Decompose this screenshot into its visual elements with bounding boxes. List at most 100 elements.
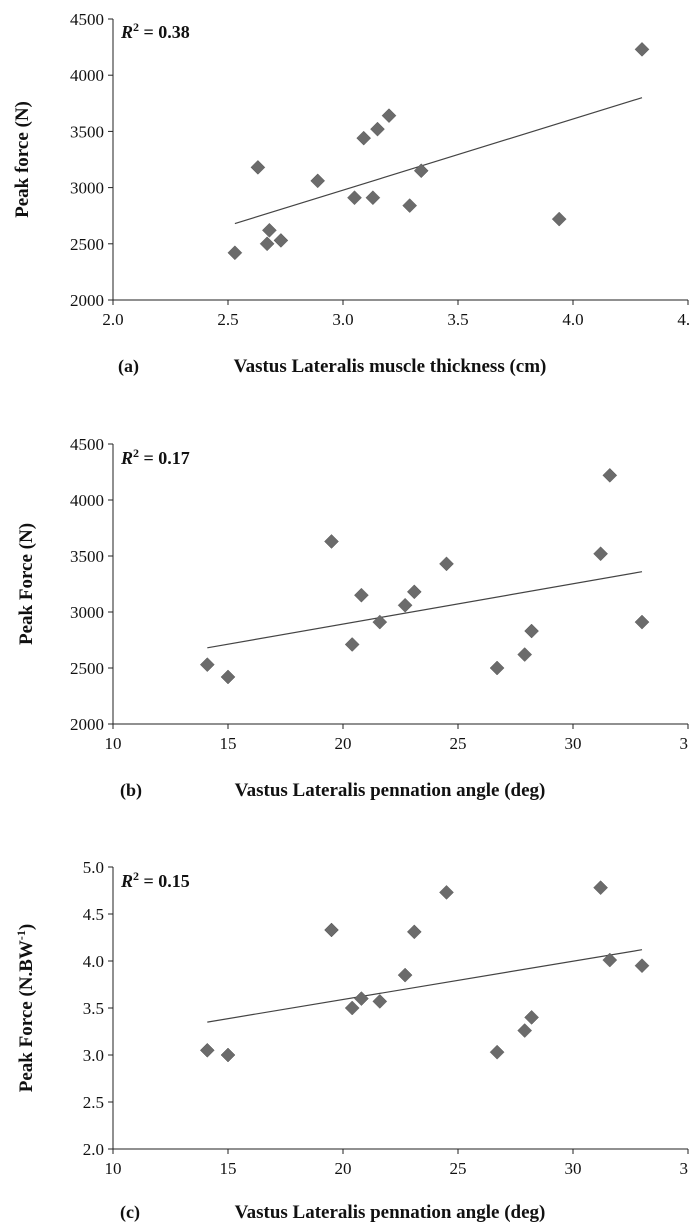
data-point: [524, 1010, 539, 1025]
y-tick-label: 4.0: [83, 952, 104, 971]
data-point: [356, 130, 372, 146]
data-point: [250, 160, 266, 175]
data-point: [602, 952, 618, 968]
y-axis-title: Peak Force (N): [16, 523, 37, 645]
y-tick-label: 2500: [70, 235, 104, 254]
data-point: [310, 173, 326, 189]
data-point: [262, 222, 277, 238]
panel-label: (c): [120, 1202, 140, 1223]
x-tick-label: 30: [565, 1159, 582, 1178]
chart-panel-c: 2.0 2.5 3.0 3.5 4.0 4.5 5.0 10 15 20 25 30 35 R2 = 0.…: [14, 858, 689, 1223]
y-tick-label: 3000: [70, 179, 104, 198]
y-tick-label: 2.0: [83, 1140, 104, 1159]
x-tick-label: 10: [105, 1159, 122, 1178]
x-tick-label: 4.5: [677, 310, 689, 329]
data-point: [370, 121, 385, 137]
data-point: [199, 657, 215, 672]
data-point: [199, 1042, 215, 1058]
data-point: [524, 623, 539, 639]
y-tick-label: 3.5: [83, 999, 104, 1018]
data-point: [259, 236, 275, 252]
data-point: [406, 584, 422, 600]
x-tick-label: 15: [220, 1159, 237, 1178]
data-point: [347, 190, 362, 206]
x-tick-label: 20: [335, 1159, 352, 1178]
data-point: [413, 163, 429, 179]
y-axis-title: Peak force (N): [12, 101, 33, 218]
chart-panel-b: 2000 2500 3000 3500 4000 4500 10 15 20 25 30 35 R2 =…: [16, 435, 689, 801]
data-point: [439, 556, 454, 572]
y-tick-label: 4500: [70, 10, 104, 29]
data-point: [372, 994, 388, 1009]
y-tick-label: 5.0: [83, 858, 104, 877]
data-point: [517, 1023, 533, 1038]
y-axis-title: Peak Force (N.BW-1): [14, 924, 37, 1092]
data-point: [602, 468, 618, 483]
x-tick-label: 25: [450, 1159, 467, 1178]
trendline: [207, 949, 643, 1023]
data-point: [372, 614, 388, 630]
x-tick-label: 25: [450, 734, 467, 753]
y-tick-label: 2.5: [83, 1093, 104, 1112]
x-tick-label: 3.0: [332, 310, 353, 329]
y-tick-label: 3.0: [83, 1046, 104, 1065]
x-tick-label: 20: [335, 734, 352, 753]
data-point: [381, 108, 397, 124]
data-point: [273, 233, 289, 248]
data-point: [227, 245, 243, 261]
trendline: [234, 97, 643, 225]
y-tick-label: 3500: [70, 122, 104, 141]
x-tick-label: 35: [680, 1159, 689, 1178]
data-point: [324, 922, 339, 938]
x-tick-label: 2.0: [102, 310, 123, 329]
x-axis-title: Vastus Lateralis muscle thickness (cm): [234, 356, 547, 377]
data-point: [634, 958, 650, 974]
data-point: [489, 1044, 505, 1060]
y-tick-label: 4000: [70, 491, 104, 510]
x-tick-label: 35: [680, 734, 689, 753]
y-tick-label: 4000: [70, 66, 104, 85]
y-tick-label: 3500: [70, 547, 104, 566]
data-point: [344, 1000, 360, 1016]
y-tick-label: 2000: [70, 291, 104, 310]
data-point: [324, 534, 339, 549]
data-point: [397, 967, 413, 983]
x-tick-label: 30: [565, 734, 582, 753]
data-point: [593, 880, 608, 896]
y-tick-label: 3000: [70, 603, 104, 622]
data-point: [365, 190, 381, 206]
x-axis-title: Vastus Lateralis pennation angle (deg): [235, 780, 546, 801]
x-tick-label: 3.5: [447, 310, 468, 329]
trendline: [207, 571, 643, 649]
data-point: [489, 660, 505, 676]
y-tick-label: 2500: [70, 659, 104, 678]
data-point: [517, 647, 533, 662]
data-point: [593, 546, 608, 562]
data-point: [354, 587, 369, 603]
r-squared-label: R2 = 0.17: [120, 446, 190, 468]
data-point: [551, 211, 567, 227]
x-tick-label: 10: [105, 734, 122, 753]
data-point: [397, 597, 413, 613]
x-tick-label: 15: [220, 734, 237, 753]
y-tick-label: 4.5: [83, 905, 104, 924]
data-point: [402, 198, 418, 213]
data-point: [344, 637, 360, 652]
panel-label: (a): [118, 356, 139, 377]
y-tick-label: 4500: [70, 435, 104, 454]
y-tick-label: 2000: [70, 715, 104, 734]
r-squared-label: R2 = 0.38: [120, 20, 190, 42]
data-point: [439, 885, 454, 900]
data-point: [406, 924, 422, 940]
x-tick-label: 4.0: [562, 310, 583, 329]
x-tick-label: 2.5: [217, 310, 238, 329]
r-squared-label: R2 = 0.15: [120, 869, 190, 891]
data-point: [634, 41, 650, 57]
data-point: [220, 1047, 236, 1063]
data-point: [634, 614, 650, 630]
chart-panel-a: 2000 2500 3000 3500 4000 4500 2.0 2.5 3.0 3.5 4.0 4…: [12, 10, 689, 377]
data-point: [220, 669, 236, 685]
x-axis-title: Vastus Lateralis pennation angle (deg): [235, 1202, 546, 1223]
data-point: [354, 991, 369, 1006]
